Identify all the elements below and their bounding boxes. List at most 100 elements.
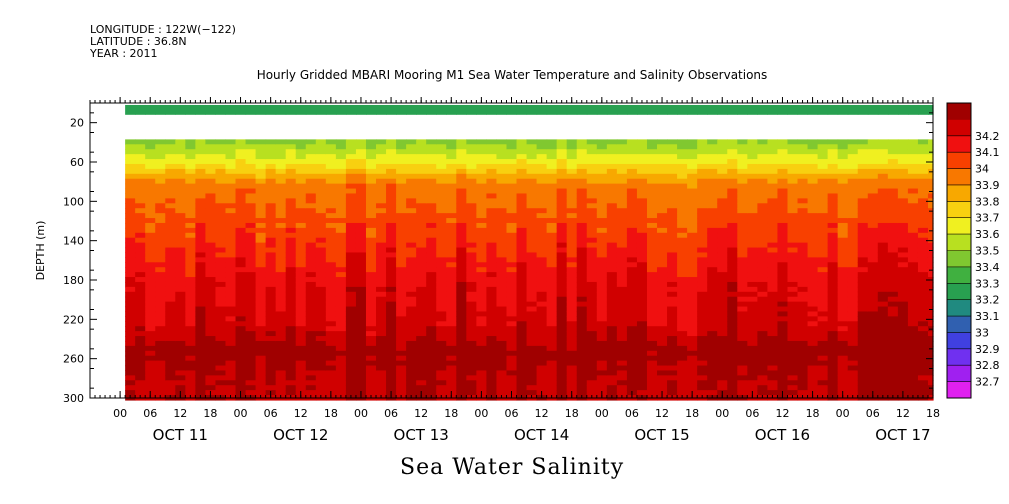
heatmap-cell xyxy=(426,331,437,337)
heatmap-cell xyxy=(646,385,658,391)
heatmap-cell xyxy=(847,252,859,258)
heatmap-cell xyxy=(165,370,176,376)
heatmap-cell xyxy=(626,350,638,357)
heatmap-cell xyxy=(145,149,156,155)
heatmap-cell xyxy=(566,281,578,288)
heatmap-cell xyxy=(235,331,247,337)
heatmap-cell xyxy=(596,252,608,258)
heatmap-cell xyxy=(476,365,488,372)
heatmap-cell xyxy=(386,365,397,372)
heatmap-cell xyxy=(546,277,558,283)
heatmap-cell xyxy=(917,286,929,293)
heatmap-cell xyxy=(857,331,869,337)
heatmap-cell xyxy=(667,183,678,190)
heatmap-cell xyxy=(817,218,829,224)
heatmap-cell xyxy=(315,336,327,342)
heatmap-cell xyxy=(345,360,357,367)
heatmap-cell xyxy=(757,390,769,396)
heatmap-cell xyxy=(687,178,698,185)
heatmap-cell xyxy=(797,198,809,204)
heatmap-cell xyxy=(626,139,638,145)
heatmap-cell xyxy=(526,104,538,115)
heatmap-cell xyxy=(586,159,598,165)
heatmap-cell xyxy=(857,213,869,219)
heatmap-cell xyxy=(827,331,839,337)
heatmap-cell xyxy=(677,380,688,386)
heatmap-cell xyxy=(917,291,929,298)
heatmap-cell xyxy=(566,380,578,386)
heatmap-cell xyxy=(175,316,186,322)
heatmap-cell xyxy=(807,272,819,278)
heatmap-cell xyxy=(396,163,407,170)
heatmap-cell xyxy=(897,247,909,254)
heatmap-cell xyxy=(355,267,367,273)
heatmap-cell xyxy=(376,321,387,327)
heatmap-cell xyxy=(345,232,357,239)
heatmap-cell xyxy=(155,257,166,263)
heatmap-cell xyxy=(927,272,934,278)
heatmap-cell xyxy=(917,218,929,224)
heatmap-cell xyxy=(305,168,317,175)
heatmap-cell xyxy=(305,360,317,367)
heatmap-cell xyxy=(677,193,688,199)
heatmap-cell xyxy=(927,301,934,308)
heatmap-cell xyxy=(677,173,688,180)
heatmap-cell xyxy=(205,331,217,337)
heatmap-cell xyxy=(145,331,156,337)
heatmap-cell xyxy=(496,286,508,293)
heatmap-cell xyxy=(205,360,217,367)
heatmap-cell xyxy=(165,306,176,313)
heatmap-cell xyxy=(576,159,588,165)
heatmap-cell xyxy=(566,218,578,224)
heatmap-cell xyxy=(636,218,648,224)
heatmap-cell xyxy=(245,198,257,204)
x-tick-label: 00 xyxy=(354,407,368,420)
heatmap-cell xyxy=(576,237,588,244)
heatmap-cell xyxy=(667,350,678,357)
heatmap-cell xyxy=(847,232,859,239)
heatmap-cell xyxy=(225,242,237,249)
heatmap-cell xyxy=(145,144,156,150)
heatmap-cell xyxy=(887,168,899,175)
heatmap-cell xyxy=(867,296,879,303)
heatmap-cell xyxy=(616,311,628,317)
heatmap-cell xyxy=(626,232,638,239)
heatmap-cell xyxy=(255,380,267,386)
heatmap-cell xyxy=(285,286,297,293)
heatmap-cell xyxy=(887,188,899,195)
heatmap-cell xyxy=(446,380,457,386)
heatmap-cell xyxy=(295,139,307,145)
heatmap-cell xyxy=(155,350,166,357)
heatmap-cell xyxy=(626,163,638,170)
heatmap-cell xyxy=(556,326,568,332)
heatmap-cell xyxy=(737,104,748,115)
heatmap-cell xyxy=(747,336,758,342)
heatmap-cell xyxy=(837,345,849,352)
heatmap-cell xyxy=(526,262,538,268)
heatmap-cell xyxy=(757,149,769,155)
heatmap-cell xyxy=(526,213,538,219)
heatmap-cell xyxy=(416,272,427,278)
heatmap-cell xyxy=(285,198,297,204)
heatmap-cell xyxy=(325,168,337,175)
heatmap-cell xyxy=(496,203,508,209)
heatmap-cell xyxy=(837,301,849,308)
heatmap-cell xyxy=(657,257,668,263)
heatmap-cell xyxy=(727,149,738,155)
heatmap-cell xyxy=(466,247,477,254)
heatmap-cell xyxy=(466,237,477,244)
heatmap-cell xyxy=(466,173,477,180)
heatmap-cell xyxy=(787,267,799,273)
heatmap-cell xyxy=(275,277,287,283)
heatmap-cell xyxy=(436,218,447,224)
heatmap-cell xyxy=(335,281,347,288)
heatmap-cell xyxy=(697,336,708,342)
heatmap-cell xyxy=(255,208,267,214)
heatmap-cell xyxy=(837,375,849,381)
heatmap-cell xyxy=(747,242,758,249)
heatmap-cell xyxy=(636,340,648,347)
heatmap-cell xyxy=(406,345,417,352)
heatmap-cell xyxy=(325,208,337,214)
heatmap-cell xyxy=(687,365,698,372)
heatmap-cell xyxy=(325,247,337,254)
